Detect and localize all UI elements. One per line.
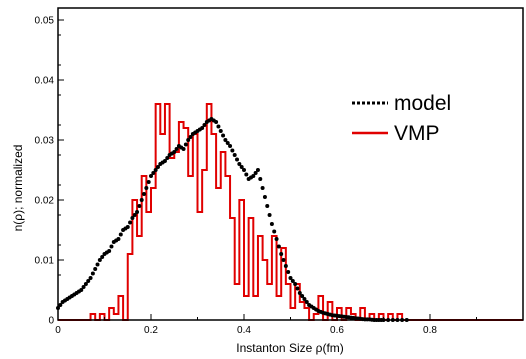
series-vmp-line (58, 103, 523, 321)
model-point (130, 216, 135, 220)
model-point (300, 294, 305, 298)
model-point (183, 142, 188, 147)
model-point (165, 156, 170, 160)
model-point (258, 177, 263, 181)
x-tick-label: 0.4 (237, 325, 251, 336)
model-point (181, 147, 186, 151)
model-point (267, 213, 272, 217)
model-point (293, 282, 298, 286)
model-point (116, 237, 121, 241)
y-tick-label: 0.05 (35, 16, 55, 27)
model-point (95, 262, 100, 267)
model-point (228, 144, 233, 148)
model-point (81, 285, 86, 289)
model-point (265, 204, 270, 208)
legend-vmp-label: VMP (394, 122, 440, 145)
model-point (262, 195, 267, 199)
y-axis-label: n(ρ); normalized (11, 145, 25, 232)
model-point (297, 291, 302, 295)
model-point (149, 174, 153, 178)
model-point (186, 138, 191, 142)
model-point (230, 148, 235, 153)
model-point (83, 282, 88, 286)
model-point (290, 279, 295, 283)
legend-model-label: model (394, 92, 451, 115)
model-point (88, 276, 93, 280)
model-point (162, 159, 167, 163)
model-point (239, 165, 244, 169)
model-point (107, 249, 112, 253)
y-tick-label: 0.02 (35, 196, 55, 207)
model-point (214, 120, 219, 124)
y-tick-label: 0.04 (35, 76, 55, 87)
model-point (128, 220, 133, 225)
model-point (221, 133, 226, 138)
legend: model VMP (352, 92, 451, 145)
model-point (244, 172, 249, 177)
model-point (188, 135, 193, 139)
x-tick-label: 0.8 (423, 325, 437, 336)
model-point (276, 244, 281, 249)
model-point (79, 288, 84, 292)
model-point (279, 252, 284, 256)
x-axis-label: Instanton Size ρ(fm) (236, 341, 344, 355)
model-point (304, 300, 309, 304)
y-tick-label: 0 (48, 316, 54, 327)
model-point (255, 168, 260, 172)
model-point (302, 297, 307, 301)
model-point (281, 258, 286, 262)
model-point (253, 171, 258, 175)
model-point (223, 138, 228, 142)
model-point (202, 123, 207, 127)
model-point (146, 180, 151, 184)
plot-frame (57, 7, 524, 321)
series-layer (56, 103, 523, 322)
model-point (269, 222, 274, 226)
model-point (283, 264, 288, 268)
model-point (93, 267, 98, 271)
model-point (132, 213, 137, 217)
model-point (135, 210, 140, 214)
model-point (235, 157, 240, 162)
model-point (172, 150, 177, 154)
model-point (90, 271, 95, 276)
model-point (232, 153, 237, 157)
model-point (153, 168, 158, 172)
ticks-layer: 0 0.01 0.02 0.03 0.04 0.05 0 0.2 0.4 0.6 0.8 (35, 16, 477, 336)
model-point (100, 255, 105, 259)
model-point (272, 229, 277, 234)
model-point (151, 171, 156, 175)
model-point (118, 232, 123, 237)
model-point (86, 279, 91, 283)
series-model-dots (56, 117, 409, 322)
model-point (218, 129, 223, 133)
model-point (286, 270, 291, 274)
model-point (144, 186, 149, 190)
model-point (237, 162, 242, 166)
y-tick-label: 0.03 (35, 136, 55, 147)
x-tick-label: 0.6 (330, 325, 344, 336)
model-point (274, 237, 279, 241)
model-point (97, 258, 102, 262)
y-tick-label: 0.01 (35, 256, 55, 267)
model-point (125, 225, 130, 229)
x-tick-label: 0 (55, 325, 61, 336)
model-point (225, 141, 230, 145)
model-point (155, 165, 160, 169)
model-point (142, 192, 147, 196)
x-tick-label: 0.2 (144, 325, 158, 336)
model-point (200, 126, 205, 130)
model-point (260, 186, 265, 190)
model-point (216, 124, 221, 129)
model-point (139, 198, 144, 202)
model-point (251, 174, 256, 178)
model-point (242, 168, 246, 172)
model-point (288, 276, 293, 280)
model-point (174, 147, 179, 151)
model-point (295, 286, 300, 291)
model-point (137, 204, 142, 208)
model-point (109, 244, 114, 249)
